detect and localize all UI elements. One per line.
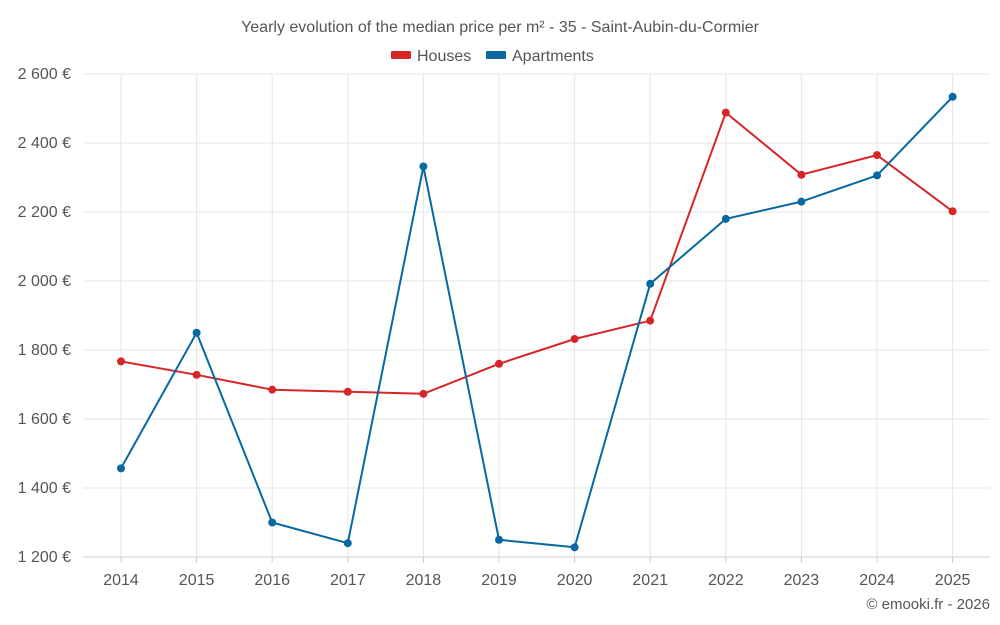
apartments-point (268, 518, 277, 527)
apartments-point (117, 464, 125, 473)
houses-point (117, 357, 125, 366)
houses-point (797, 170, 806, 179)
y-tick-label: 1 400 € (18, 480, 71, 497)
y-axis-ticks: 1 200 € 1 400 € 1 600 € 1 800 € 2 000 € 2 200… (18, 66, 71, 566)
x-axis-ticks: 2014 2015 2016 2017 2018 2019 2020 2021 2022 2023… (103, 557, 970, 589)
series-apartments (117, 92, 957, 552)
x-tick-label: 2014 (103, 572, 139, 589)
chart-title: Yearly evolution of the median price per… (241, 19, 760, 36)
legend-label: Houses (417, 48, 471, 65)
legend-swatch (391, 51, 411, 59)
legend-swatch (486, 51, 506, 59)
y-tick-label: 2 400 € (18, 135, 71, 152)
houses-point (948, 207, 957, 216)
houses-point (873, 151, 881, 160)
x-tick-label: 2016 (254, 572, 290, 589)
legend-item-houses[interactable]: Houses (391, 48, 471, 65)
houses-point (268, 385, 277, 394)
x-tick-label: 2019 (481, 572, 517, 589)
x-tick-label: 2018 (406, 572, 442, 589)
apartments-point (948, 92, 957, 101)
apartments-point (570, 543, 579, 552)
apartments-point (873, 171, 881, 180)
houses-point (721, 108, 730, 117)
y-tick-label: 2 200 € (18, 204, 71, 221)
y-tick-label: 1 600 € (18, 411, 71, 428)
houses-point (419, 389, 428, 398)
apartments-point (192, 328, 201, 337)
credit-text: © emooki.fr - 2026 (866, 596, 990, 613)
apartments-point (343, 539, 352, 548)
x-tick-label: 2025 (935, 572, 971, 589)
series-houses (117, 108, 957, 398)
grid (83, 73, 990, 558)
legend-item-apartments[interactable]: Apartments (486, 48, 594, 65)
x-tick-label: 2017 (330, 572, 366, 589)
legend: Houses Apartments (391, 48, 594, 65)
x-tick-label: 2022 (708, 572, 744, 589)
apartments-point (721, 214, 730, 223)
houses-point (570, 334, 579, 343)
apartments-point (646, 279, 655, 288)
y-tick-label: 2 000 € (18, 273, 71, 290)
x-tick-label: 2024 (859, 572, 895, 589)
houses-line (120, 111, 954, 395)
apartments-line (120, 95, 954, 549)
apartments-point (495, 535, 503, 544)
x-tick-label: 2023 (784, 572, 820, 589)
x-tick-label: 2015 (179, 572, 215, 589)
y-tick-label: 1 200 € (18, 549, 71, 566)
x-tick-label: 2020 (557, 572, 593, 589)
apartments-point (419, 162, 428, 171)
houses-point (192, 370, 201, 379)
legend-label: Apartments (512, 48, 594, 65)
x-tick-label: 2021 (632, 572, 668, 589)
houses-point (495, 359, 503, 368)
series-layer (117, 92, 957, 552)
y-tick-label: 1 800 € (18, 342, 71, 359)
y-tick-label: 2 600 € (18, 66, 71, 83)
houses-point (646, 316, 655, 325)
houses-point (343, 387, 352, 396)
apartments-point (797, 197, 806, 206)
